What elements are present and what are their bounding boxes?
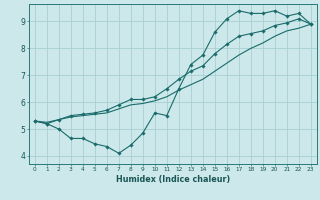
X-axis label: Humidex (Indice chaleur): Humidex (Indice chaleur)	[116, 175, 230, 184]
